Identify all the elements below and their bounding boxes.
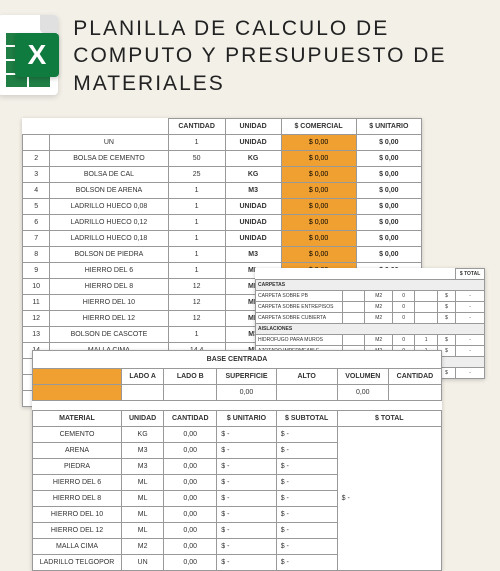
- base-centrada-table: BASE CENTRADALADO ALADO BSUPERFICIEALTOV…: [32, 350, 442, 571]
- excel-icon: X: [15, 15, 58, 105]
- page-title: PLANILLA DE CALCULO DE COMPUTO Y PRESUPU…: [73, 15, 485, 97]
- header: X PLANILLA DE CALCULO DE COMPUTO Y PRESU…: [15, 15, 485, 105]
